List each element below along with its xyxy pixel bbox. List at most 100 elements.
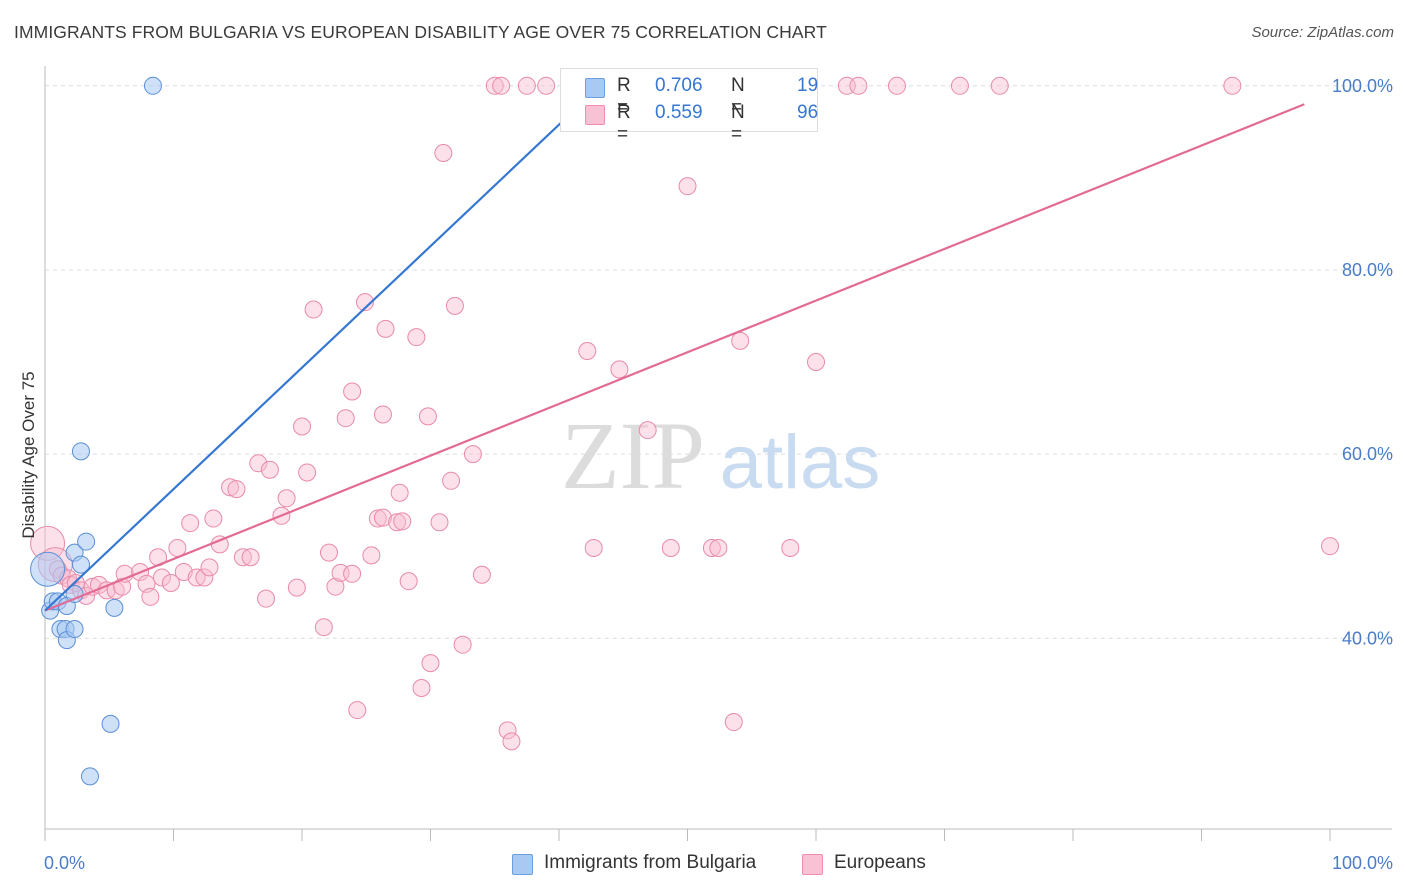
x-tick-label: 0.0% xyxy=(44,853,85,873)
data-point xyxy=(152,568,171,587)
legend-label: Immigrants from Bulgaria xyxy=(544,852,757,873)
data-point xyxy=(373,508,392,527)
watermark-atlas: atlas xyxy=(720,420,881,505)
data-point xyxy=(578,341,597,360)
chart-title: IMMIGRANTS FROM BULGARIA VS EUROPEAN DIS… xyxy=(14,22,827,42)
data-point xyxy=(314,618,333,637)
data-point xyxy=(537,76,556,95)
data-point xyxy=(709,539,728,558)
data-point xyxy=(293,417,311,436)
data-point xyxy=(373,405,392,424)
data-point xyxy=(485,76,504,95)
data-point xyxy=(950,76,969,95)
data-point xyxy=(376,319,395,338)
data-point xyxy=(418,407,437,426)
data-point xyxy=(77,532,96,551)
data-point xyxy=(502,732,521,751)
data-point xyxy=(887,76,906,95)
data-point xyxy=(101,714,120,733)
data-point xyxy=(731,331,750,350)
data-point xyxy=(355,293,374,312)
n-value: 96 xyxy=(797,102,819,123)
legend-label: Europeans xyxy=(834,852,926,873)
data-point xyxy=(141,587,160,606)
data-point xyxy=(781,539,800,558)
data-point xyxy=(492,76,511,95)
europeans-points xyxy=(30,76,1339,751)
data-point xyxy=(195,568,214,587)
data-point xyxy=(388,513,407,532)
data-point xyxy=(584,539,603,558)
data-point xyxy=(1321,537,1339,556)
data-point xyxy=(661,539,680,558)
y-tick-label: 80.0% xyxy=(1342,260,1393,280)
stats-legend: R = 0.706 N = 19 R = 0.559 N = 96 xyxy=(560,68,819,145)
legend-swatch-pink xyxy=(802,854,823,875)
data-point xyxy=(517,76,536,95)
data-point xyxy=(434,144,453,163)
data-point xyxy=(277,489,296,508)
data-point xyxy=(336,409,355,428)
data-point xyxy=(343,382,362,401)
trend-line xyxy=(44,103,1305,612)
data-point xyxy=(849,76,868,95)
data-point xyxy=(343,564,362,583)
data-point xyxy=(143,76,162,95)
y-tick-label: 40.0% xyxy=(1342,628,1393,648)
data-point xyxy=(472,565,491,584)
data-point xyxy=(181,514,200,533)
data-point xyxy=(221,478,240,497)
data-point xyxy=(412,678,431,697)
n-label: N = xyxy=(731,102,745,145)
data-point xyxy=(463,445,482,464)
trend-lines xyxy=(44,85,1305,612)
legend-swatch-blue xyxy=(585,78,605,98)
data-point xyxy=(65,620,84,639)
data-point xyxy=(287,578,306,597)
data-point xyxy=(71,442,90,461)
data-point xyxy=(249,454,268,473)
grid-lines xyxy=(45,85,1392,639)
axes xyxy=(44,66,1392,841)
data-point xyxy=(204,509,223,528)
data-point xyxy=(227,480,246,499)
r-label: R = xyxy=(617,102,631,145)
data-point xyxy=(71,555,90,574)
data-point xyxy=(724,713,743,732)
data-point xyxy=(445,296,464,315)
r-value: 0.706 xyxy=(655,75,703,96)
data-point xyxy=(233,548,252,567)
n-value: 19 xyxy=(797,75,819,96)
legend-item-bulgaria[interactable]: Immigrants from Bulgaria xyxy=(512,851,782,877)
data-point xyxy=(442,471,461,490)
data-point xyxy=(807,353,825,372)
data-point xyxy=(407,328,426,347)
data-point xyxy=(678,177,697,196)
data-point xyxy=(393,512,412,531)
data-point xyxy=(1223,76,1242,95)
data-point xyxy=(65,585,84,604)
x-tick-label: 100.0% xyxy=(1332,853,1393,873)
data-point xyxy=(80,767,99,786)
data-point xyxy=(430,513,449,532)
data-point xyxy=(241,548,260,567)
legend-swatch-pink xyxy=(585,105,605,125)
data-point xyxy=(368,509,387,528)
data-point xyxy=(187,568,206,587)
y-tick-label: 60.0% xyxy=(1342,444,1393,464)
trend-line xyxy=(44,85,601,612)
data-point xyxy=(161,574,180,593)
data-point xyxy=(304,300,323,319)
data-point xyxy=(200,558,219,577)
legend-item-europeans[interactable]: Europeans xyxy=(802,851,942,877)
data-point xyxy=(702,539,721,558)
r-value: 0.559 xyxy=(655,102,703,123)
data-point xyxy=(257,589,276,608)
data-point xyxy=(260,460,279,479)
data-point xyxy=(390,483,409,502)
tick-labels: 40.0% 60.0% 80.0% 100.0% 0.0% 100.0% xyxy=(44,76,1393,873)
data-point xyxy=(421,654,440,673)
data-point xyxy=(638,421,657,440)
data-point xyxy=(326,577,345,596)
